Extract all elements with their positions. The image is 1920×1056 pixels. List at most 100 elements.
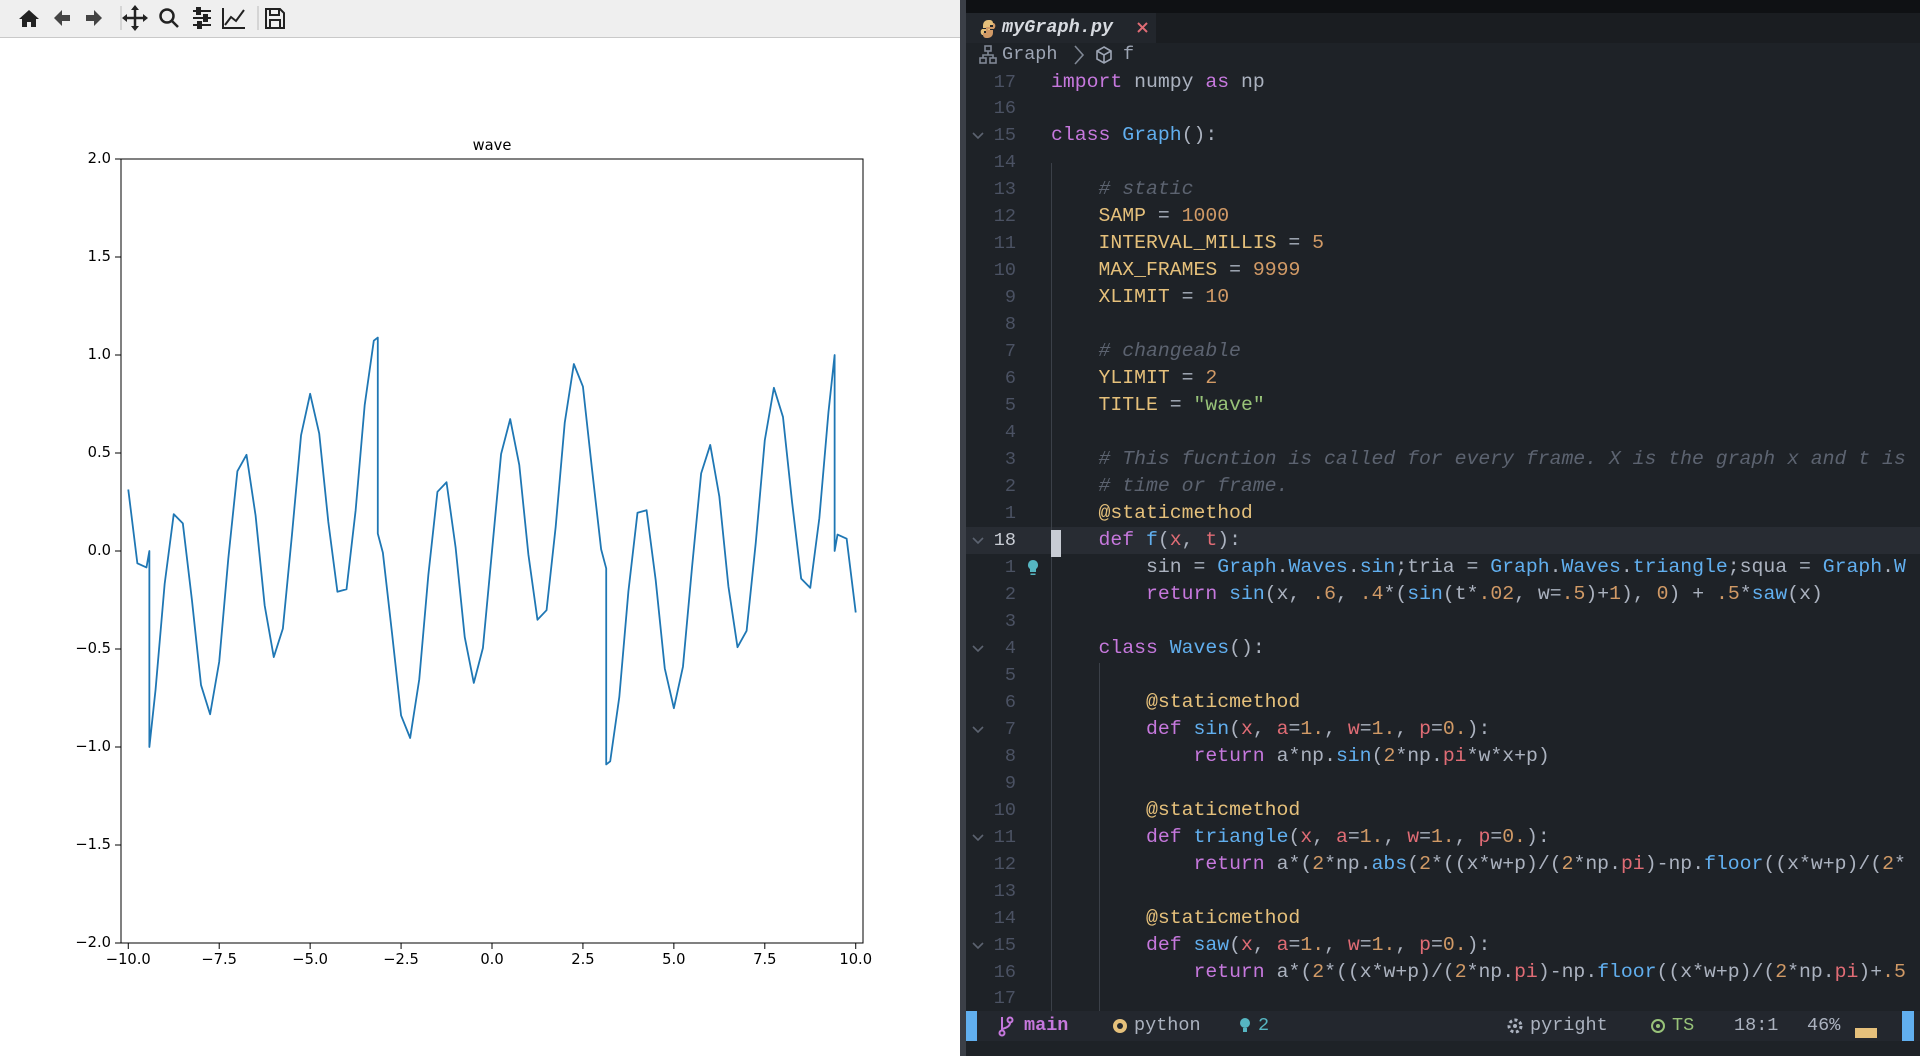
- lsp-name: pyright: [1530, 1015, 1608, 1036]
- code-token: tria: [1407, 555, 1455, 578]
- tab[interactable]: myGraph.py: [966, 13, 1156, 43]
- code-token: (: [1371, 744, 1384, 767]
- breadcrumb-item[interactable]: Graph: [1002, 44, 1058, 65]
- code-token: [1182, 556, 1194, 578]
- code-token: /: [1430, 960, 1443, 983]
- code-token: =: [1229, 259, 1241, 282]
- module-icon: [979, 45, 997, 64]
- line-number: 9: [1004, 287, 1016, 309]
- code-token: =: [1347, 825, 1360, 848]
- code-token: [1051, 475, 1098, 497]
- line-number: 5: [1004, 395, 1016, 417]
- line-number: 8: [1004, 314, 1016, 336]
- code-token: ,: [1312, 825, 1325, 848]
- code-token: 0.: [1502, 825, 1526, 848]
- fold-marker[interactable]: [970, 527, 986, 554]
- code-token: =: [1798, 555, 1811, 578]
- line-number: 11: [993, 826, 1016, 848]
- forward-button[interactable]: [86, 10, 102, 26]
- fold-chevron: [972, 726, 984, 733]
- code-text: @staticmethod: [1051, 689, 1300, 716]
- fold-marker[interactable]: [970, 716, 986, 743]
- fold-marker[interactable]: [970, 635, 986, 662]
- code-token: MAX_FRAMES: [1098, 259, 1218, 282]
- code-token: t: [1205, 528, 1218, 551]
- code-token: =: [1430, 933, 1443, 956]
- code-line: 4: [966, 419, 1920, 446]
- tab-close[interactable]: [1133, 13, 1153, 43]
- y-tick-label: −1.5: [75, 836, 111, 853]
- git-branch: main: [1024, 1015, 1069, 1036]
- code-token: a: [1276, 744, 1289, 767]
- code-token: *: [1324, 852, 1336, 875]
- code-token: x: [1169, 528, 1182, 551]
- code-token: .: [1276, 555, 1289, 578]
- code-token: Graph: [1490, 555, 1550, 578]
- code-token: (: [1395, 582, 1408, 605]
- code-line: 2 return sin(x, .6, .4*(sin(t*.02, w=.5)…: [966, 581, 1920, 608]
- code-token: [1680, 583, 1692, 605]
- code-token: x: [1240, 717, 1253, 740]
- code-token: numpy: [1134, 70, 1194, 93]
- code-token: [1158, 637, 1170, 659]
- code-action-bulb[interactable]: [1025, 554, 1041, 581]
- code-text: XLIMIT = 10: [1051, 284, 1229, 311]
- code-token: ): [1525, 852, 1538, 875]
- code-token: *: [1288, 744, 1301, 767]
- code-text: return sin(x, .6, .4*(sin(t*.02, w=.5)+1…: [1051, 581, 1823, 608]
- code-line: 13 # static: [966, 176, 1920, 203]
- line-number: 6: [1004, 691, 1016, 713]
- code-token: [1324, 826, 1336, 848]
- code-token: (: [1763, 960, 1776, 983]
- code-token: [1407, 934, 1419, 956]
- code-token: w: [1383, 960, 1396, 983]
- code-token: =: [1466, 555, 1479, 578]
- line-number: 15: [993, 125, 1016, 147]
- code-token: ): [1466, 717, 1479, 740]
- code-token: p: [1407, 960, 1420, 983]
- code-token: =: [1359, 717, 1372, 740]
- code-token: p: [1419, 717, 1431, 740]
- code-token: (: [1787, 582, 1800, 605]
- code-token: (: [1454, 852, 1467, 875]
- code-text: class Graph():: [1051, 122, 1217, 149]
- code-token: [1051, 853, 1193, 875]
- code-text: return a*(2*((x*w+p)/(2*np.pi)-np.floor(…: [1051, 959, 1905, 986]
- code-token: .: [1609, 852, 1621, 875]
- code-token: (: [1288, 825, 1301, 848]
- code-token: np: [1478, 960, 1503, 983]
- line-number: 1: [1004, 503, 1016, 525]
- line-number: 17: [993, 988, 1016, 1010]
- code-token: (: [1300, 960, 1313, 983]
- code-token: (: [1549, 852, 1562, 875]
- code-token: [1407, 718, 1419, 740]
- code-token: 10: [1205, 286, 1230, 309]
- code-token: +: [1502, 852, 1515, 875]
- toolbar-icons: [19, 5, 285, 31]
- configure-button[interactable]: [193, 7, 211, 29]
- line-number: 5: [1004, 664, 1016, 686]
- line-number: 2: [1004, 476, 1016, 498]
- code-token: SAMP: [1098, 205, 1146, 228]
- save-button[interactable]: [265, 8, 285, 29]
- home-button[interactable]: [19, 10, 39, 27]
- code-token: ): [1585, 582, 1598, 605]
- fold-marker[interactable]: [970, 932, 986, 959]
- code-line: 8 return a*np.sin(2*np.pi*w*x+p): [966, 743, 1920, 770]
- indent-guide: [1051, 163, 1052, 1013]
- x-tick-label: −5.0: [292, 951, 328, 968]
- breadcrumb-item[interactable]: f: [1123, 44, 1135, 65]
- axes-button[interactable]: [222, 8, 245, 29]
- fold-marker[interactable]: [970, 122, 986, 149]
- code-token: :: [1252, 636, 1265, 659]
- pan-button[interactable]: [122, 5, 148, 31]
- code-token: # static: [1098, 178, 1194, 201]
- code-token: ): [1620, 582, 1633, 605]
- back-button[interactable]: [54, 10, 70, 26]
- code-token: [1051, 961, 1193, 983]
- code-token: floor: [1704, 852, 1764, 875]
- line-number: 14: [993, 907, 1016, 929]
- fold-marker[interactable]: [970, 824, 986, 851]
- zoom-button[interactable]: [159, 8, 179, 28]
- code-token: ,: [1454, 825, 1467, 848]
